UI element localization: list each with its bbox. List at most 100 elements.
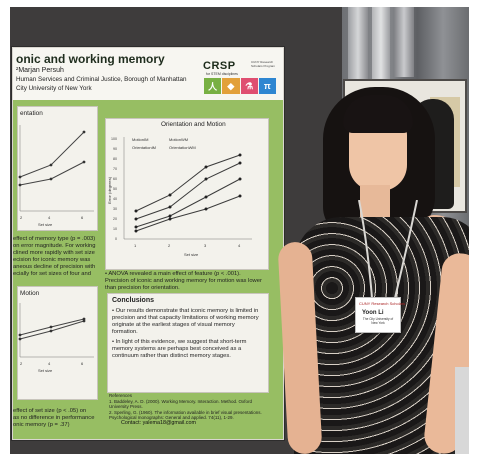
results-text: effect of memory type (p = .003) on erro… [13, 236, 103, 278]
data-point [168, 217, 172, 221]
tick-label: 100 [111, 137, 117, 141]
data-point [134, 209, 138, 213]
data-point [134, 229, 138, 233]
data-point [168, 193, 172, 197]
tick-label: 20 [113, 217, 117, 221]
tick-label: 2 [20, 361, 23, 366]
conclusions-title: Conclusions [112, 297, 155, 304]
tick-label: 10 [113, 227, 117, 231]
data-point [49, 177, 53, 181]
logo-tile: ⚗ [240, 78, 258, 94]
conclusions-panel: Conclusions • Our results demonstrate th… [107, 293, 269, 393]
x-axis-label: Set size [184, 252, 199, 257]
orientation-chart: 2 4 6 Set size [18, 125, 94, 227]
data-point [168, 214, 172, 218]
panel-title: entation [20, 110, 43, 117]
tick-label: 80 [113, 157, 117, 161]
lanyard [358, 200, 418, 299]
data-point [134, 217, 138, 221]
poster-affiliation: City University of New York [16, 85, 92, 92]
data-point [204, 165, 208, 169]
text-line: ecision for iconic memory was [13, 257, 91, 263]
data-point [82, 160, 86, 164]
tick-label: 0 [115, 237, 117, 241]
series-line-3 [135, 195, 241, 232]
text-line: clined more rapidly with set size [13, 250, 95, 256]
data-point [238, 161, 242, 165]
motion-chart-panel: Motion [17, 286, 98, 400]
tick-label: 2 [168, 243, 171, 248]
orientation-chart-panel: entation 2 [17, 106, 98, 231]
legend-item: MotionIM [132, 137, 148, 142]
text-line: effect of memory type (p = .003) [13, 236, 96, 242]
series-line-2 [19, 320, 85, 340]
legend-item: MotionWM [169, 137, 188, 142]
tick-label: 6 [81, 361, 84, 366]
x-axis-label: Set size [38, 222, 53, 227]
logo-tile: π [258, 78, 276, 94]
lanyard-strap [358, 200, 373, 299]
data-point [49, 163, 53, 167]
contact-text: Contact: yalema18@gmail.com [121, 420, 196, 426]
research-poster: onic and working memory ²Marjan Persuh H… [12, 47, 284, 440]
reference-item: 2. Sperling, G. (1960). The information … [109, 409, 262, 421]
series-line-2 [135, 154, 241, 212]
text-line: on error magnitude. For working [13, 243, 96, 249]
conclusion-point: • In light of this evidence, we suggest … [112, 339, 247, 359]
photo-frame: onic and working memory ²Marjan Persuh H… [10, 7, 469, 454]
window-curtain [372, 7, 390, 87]
data-point [238, 194, 242, 198]
data-point [82, 319, 86, 323]
tick-label: 60 [113, 177, 117, 181]
legend-item: OrientationWM [169, 145, 196, 150]
crsp-logo-subtitle: for STEM disciplines [206, 72, 238, 76]
data-point [168, 205, 172, 209]
text-line: ecially for set sizes of four and [13, 271, 91, 277]
crsp-tiles: 人 ◆ ⚗ π [204, 78, 276, 94]
conclusion-point: • Our results demonstrate that iconic me… [112, 308, 259, 335]
motion-chart: 2 4 6 Set size [18, 303, 94, 373]
data-point [204, 195, 208, 199]
anova-text: • ANOVA revealed a main effect of featur… [105, 271, 262, 291]
window-curtain [348, 7, 368, 87]
logo-tile: 人 [204, 78, 222, 94]
window-curtain [394, 7, 414, 77]
data-point [18, 333, 22, 337]
tick-label: 50 [113, 187, 117, 191]
crsp-logo-text: CRSP [203, 60, 236, 72]
series-line-1 [135, 162, 241, 220]
orientation-motion-chart-panel: Orientation and Motion MotionIM MotionWM… [105, 118, 269, 270]
results-text-bottom: effect of set size (p < .05) on as no di… [13, 408, 105, 429]
tick-label: 4 [48, 361, 51, 366]
data-point [238, 153, 242, 157]
person-bangs [343, 95, 413, 133]
data-point [82, 317, 86, 321]
badge-subtitle: The City University of New York [362, 317, 394, 325]
crsp-logo: CRSP for STEM disciplines CUNY Research … [203, 60, 279, 98]
data-point [18, 175, 22, 179]
data-point [238, 177, 242, 181]
background-object [455, 367, 469, 454]
text-line: as no difference in performance [13, 415, 95, 421]
panel-title: Motion [20, 290, 40, 297]
badge-name: Yoon Li [362, 310, 384, 316]
tick-label: 1 [134, 243, 137, 248]
orientation-motion-chart: MotionIM MotionWM OrientationIM Orientat… [107, 137, 252, 257]
tick-label: 6 [81, 215, 84, 220]
data-point [204, 207, 208, 211]
tick-label: 70 [113, 167, 117, 171]
y-axis-label: Error (degrees) [107, 176, 112, 204]
data-point [82, 130, 86, 134]
tick-label: 4 [48, 215, 51, 220]
poster-title: onic and working memory [16, 52, 165, 66]
panel-title: Orientation and Motion [161, 121, 226, 128]
tick-label: 2 [20, 215, 23, 220]
x-axis-label: Set size [38, 368, 53, 373]
data-point [18, 337, 22, 341]
tick-label: 40 [113, 197, 117, 201]
data-point [18, 183, 22, 187]
poster-authors: ²Marjan Persuh [16, 67, 64, 74]
reference-item: 1. Baddeley, A. D. (2000). Working Memor… [109, 398, 253, 410]
tick-label: 90 [113, 147, 117, 151]
